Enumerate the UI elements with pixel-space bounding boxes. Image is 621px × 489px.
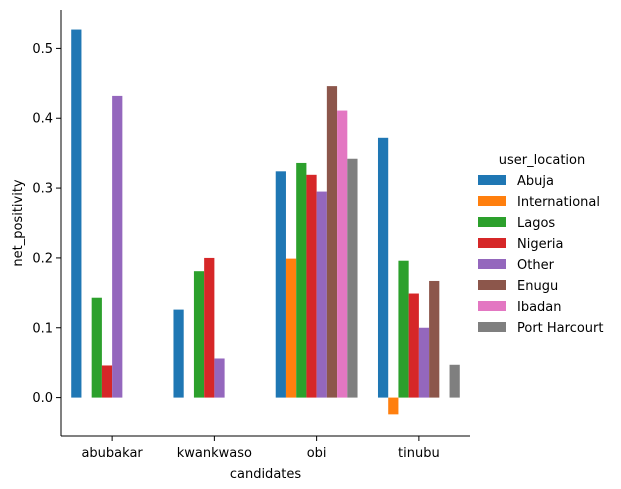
bar-lagos-kwankwaso: [193, 271, 205, 398]
x-axis-label: candidates: [230, 467, 302, 482]
axes-group: [60, 10, 470, 437]
bar-nigeria-kwankwaso: [204, 257, 215, 398]
bar-abuja-obi: [275, 171, 286, 398]
bar-port-harcourt-obi: [347, 158, 358, 398]
bar-other-abubakar: [112, 95, 123, 398]
y-tick-label: 0.1: [32, 321, 53, 336]
bar-port-harcourt-tinubu: [449, 364, 460, 398]
bar-lagos-tinubu: [398, 260, 409, 398]
bar-lagos-abubakar: [91, 297, 102, 398]
legend-swatch-nigeria: [478, 238, 506, 248]
legend-swatch-abuja: [478, 175, 506, 185]
bar-nigeria-obi: [306, 174, 317, 398]
x-tick-label-kwankwaso: kwankwaso: [177, 446, 252, 461]
bar-other-tinubu: [418, 327, 430, 398]
x-tick-label-obi: obi: [307, 446, 327, 461]
y-ticks-group: 0.0 0.1 0.2 0.3 0.4 0.5: [32, 42, 61, 406]
y-tick-label: 0.5: [32, 42, 53, 57]
legend-label-abuja: Abuja: [517, 174, 554, 189]
legend-label-lagos: Lagos: [517, 216, 555, 231]
x-ticks-group: abubakar kwankwaso obi tinubu: [81, 436, 440, 461]
x-tick-label-tinubu: tinubu: [398, 446, 440, 461]
legend-label-other: Other: [517, 258, 555, 273]
y-tick-label: 0.3: [32, 182, 53, 197]
legend-swatch-port-harcourt: [478, 322, 506, 332]
bar-abuja-tinubu: [377, 137, 389, 398]
bar-nigeria-abubakar: [101, 365, 113, 398]
bar-nigeria-tinubu: [408, 293, 419, 398]
bar-international-tinubu: [388, 397, 399, 415]
legend-label-international: International: [517, 195, 600, 210]
bar-abuja-abubakar: [71, 29, 82, 398]
y-tick-label: 0.0: [32, 391, 53, 406]
bar-enugu-obi: [326, 86, 338, 398]
bar-international-obi: [285, 258, 297, 398]
bar-other-kwankwaso: [214, 358, 225, 398]
legend-label-ibadan: Ibadan: [517, 300, 562, 315]
legend-swatch-other: [478, 259, 506, 269]
legend-swatch-international: [478, 196, 506, 206]
y-tick-label: 0.4: [32, 112, 53, 127]
bar-lagos-obi: [296, 162, 307, 398]
legend-label-port-harcourt: Port Harcourt: [517, 321, 604, 336]
legend-label-enugu: Enugu: [517, 279, 558, 294]
legend-swatch-lagos: [478, 217, 506, 227]
legend-swatch-enugu: [478, 280, 506, 290]
legend-swatch-ibadan: [478, 301, 506, 311]
x-tick-label-abubakar: abubakar: [81, 446, 143, 461]
y-tick-label: 0.2: [32, 251, 53, 266]
legend: user_location Abuja International Lagos Nig…: [478, 153, 604, 336]
bar-enugu-tinubu: [429, 280, 440, 398]
bars-group: [71, 29, 460, 415]
y-axis-label: net_positivity: [11, 179, 26, 267]
legend-label-nigeria: Nigeria: [517, 237, 564, 252]
bar-ibadan-obi: [337, 110, 348, 398]
bar-other-obi: [316, 191, 327, 398]
legend-title: user_location: [499, 153, 585, 168]
bar-abuja-kwankwaso: [173, 309, 184, 398]
